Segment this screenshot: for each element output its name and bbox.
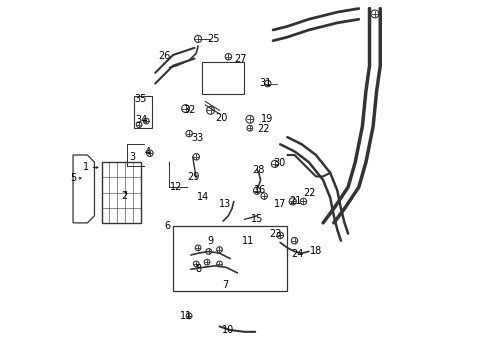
Text: 11: 11 (180, 311, 192, 321)
Text: 12: 12 (169, 182, 182, 192)
Text: 30: 30 (272, 158, 285, 168)
Text: 23: 23 (269, 229, 282, 239)
Text: 24: 24 (290, 249, 303, 259)
Text: 9: 9 (207, 236, 213, 246)
Text: 19: 19 (260, 113, 272, 123)
Text: 21: 21 (289, 197, 301, 206)
Text: 2: 2 (122, 191, 128, 201)
Text: 27: 27 (233, 54, 246, 64)
Text: 22: 22 (257, 124, 269, 134)
Text: 29: 29 (187, 172, 200, 182)
Text: 16: 16 (254, 185, 266, 195)
Bar (173, 226, 287, 291)
Text: 15: 15 (250, 213, 263, 224)
Text: 3: 3 (129, 152, 135, 162)
Text: 25: 25 (207, 34, 219, 44)
Text: 5: 5 (70, 173, 77, 183)
Text: 4: 4 (144, 147, 150, 157)
Text: 13: 13 (219, 199, 231, 209)
Text: 14: 14 (197, 192, 209, 202)
Text: 26: 26 (158, 51, 170, 61)
Text: 1: 1 (82, 162, 88, 172)
Text: 17: 17 (273, 199, 286, 209)
Text: 22: 22 (303, 188, 315, 198)
Bar (102, 162, 141, 223)
Text: 11: 11 (242, 236, 254, 246)
Text: 32: 32 (183, 105, 196, 114)
Text: 6: 6 (164, 221, 170, 231)
Text: 35: 35 (134, 94, 146, 104)
Text: 10: 10 (222, 325, 234, 335)
Text: 34: 34 (135, 115, 147, 125)
Bar (134, 96, 151, 128)
Text: 7: 7 (221, 280, 227, 291)
Text: 28: 28 (252, 165, 264, 175)
Text: 20: 20 (215, 113, 227, 123)
Text: 31: 31 (259, 78, 271, 88)
Text: 18: 18 (309, 246, 322, 256)
Text: 33: 33 (191, 133, 203, 143)
Bar (201, 62, 244, 94)
Text: 8: 8 (195, 264, 202, 274)
